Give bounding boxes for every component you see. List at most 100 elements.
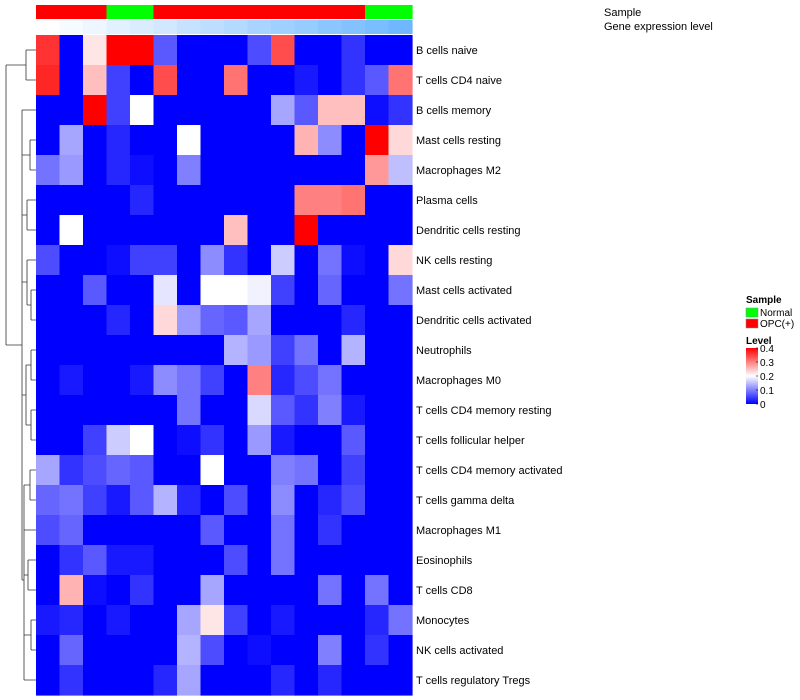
heatmap-cell <box>294 95 319 126</box>
heatmap-cell <box>247 275 272 306</box>
row-label: Mast cells resting <box>416 135 501 147</box>
heatmap-cell <box>341 365 366 396</box>
heatmap-cell <box>365 245 390 276</box>
heatmap-cell <box>200 335 225 366</box>
heatmap-cell <box>341 125 366 156</box>
heatmap-cell <box>130 575 155 606</box>
heatmap-cell <box>271 635 296 666</box>
heatmap-cell <box>247 245 272 276</box>
heatmap-cell <box>36 35 61 66</box>
heatmap-cell <box>130 605 155 636</box>
row-label: Macrophages M2 <box>416 165 501 177</box>
sample-annotation-cell <box>224 5 249 19</box>
heatmap-cell <box>177 215 202 246</box>
heatmap-cell <box>153 545 178 576</box>
heatmap-cell <box>106 635 131 666</box>
heatmap-cell <box>177 35 202 66</box>
heatmap-cell <box>294 365 319 396</box>
dendrogram-branch <box>30 619 36 651</box>
heatmap-cell <box>59 185 84 216</box>
row-label: NK cells resting <box>416 255 492 267</box>
heatmap-cell <box>200 635 225 666</box>
heatmap-cell <box>36 395 61 426</box>
heatmap-cell <box>130 65 155 96</box>
heatmap-cell <box>200 65 225 96</box>
heatmap-cell <box>294 185 319 216</box>
heatmap-cell <box>365 305 390 336</box>
heatmap-cell <box>247 395 272 426</box>
heatmap-cell <box>83 245 108 276</box>
heatmap-cell <box>130 515 155 546</box>
heatmap-cell <box>224 65 249 96</box>
legend-opc-label: OPC(+) <box>760 319 794 330</box>
heatmap-cell <box>318 65 343 96</box>
heatmap-cell <box>130 245 155 276</box>
heatmap-cell <box>271 275 296 306</box>
heatmap-cell <box>153 245 178 276</box>
heatmap-cell <box>318 305 343 336</box>
heatmap-cell <box>294 545 319 576</box>
heatmap-cell <box>271 485 296 516</box>
legend-normal-swatch <box>745 307 759 318</box>
heatmap-cell <box>388 245 413 276</box>
heatmap-cell <box>153 305 178 336</box>
heatmap-cell <box>341 635 366 666</box>
heatmap-cell <box>83 665 108 696</box>
heatmap-cell <box>318 425 343 456</box>
heatmap-cell <box>224 575 249 606</box>
heatmap-cell <box>59 395 84 426</box>
heatmap-cell <box>106 125 131 156</box>
heatmap-cell <box>388 95 413 126</box>
heatmap-cell <box>388 605 413 636</box>
heatmap-cell <box>59 155 84 186</box>
heatmap-cell <box>59 515 84 546</box>
heatmap-cell <box>388 425 413 456</box>
expression-track-label: Gene expression level <box>604 21 713 33</box>
heatmap-cell <box>200 125 225 156</box>
sample-annotation-cell <box>106 5 131 19</box>
heatmap-cell <box>153 275 178 306</box>
heatmap-cell <box>36 665 61 696</box>
row-label: Neutrophils <box>416 345 472 357</box>
heatmap-cell <box>59 575 84 606</box>
heatmap-cell <box>388 515 413 546</box>
row-label: Eosinophils <box>416 555 473 567</box>
heatmap-cell <box>83 395 108 426</box>
heatmap-cell <box>341 95 366 126</box>
heatmap-cell <box>36 155 61 186</box>
heatmap-cell <box>200 515 225 546</box>
heatmap-cell <box>388 275 413 306</box>
dendrogram-branch <box>29 139 36 171</box>
sample-annotation-cell <box>318 5 343 19</box>
heatmap-cell <box>59 275 84 306</box>
heatmap-cell <box>130 95 155 126</box>
heatmap-cell <box>106 215 131 246</box>
heatmap-cell <box>59 335 84 366</box>
heatmap-cell <box>388 365 413 396</box>
heatmap-cell <box>83 215 108 246</box>
heatmap-cell <box>247 665 272 696</box>
heatmap-cell <box>341 545 366 576</box>
heatmap-cell <box>224 635 249 666</box>
heatmap-cell <box>318 395 343 426</box>
heatmap-cell <box>36 605 61 636</box>
expression-annotation-cell <box>318 20 343 34</box>
heatmap-cell <box>365 395 390 426</box>
heatmap-cell <box>177 455 202 486</box>
heatmap-cell <box>294 605 319 636</box>
heatmap-cell <box>388 35 413 66</box>
expression-annotation-cell <box>200 20 225 34</box>
heatmap-cell <box>365 575 390 606</box>
heatmap-cell <box>59 605 84 636</box>
heatmap-cell <box>153 665 178 696</box>
heatmap-cell <box>247 545 272 576</box>
heatmap-cell <box>318 455 343 486</box>
heatmap-cell <box>200 425 225 456</box>
heatmap-cell <box>83 455 108 486</box>
heatmap-cell <box>224 305 249 336</box>
row-dendrogram <box>5 49 36 681</box>
heatmap-cell <box>294 245 319 276</box>
heatmap-cell <box>365 455 390 486</box>
heatmap-cell <box>318 35 343 66</box>
